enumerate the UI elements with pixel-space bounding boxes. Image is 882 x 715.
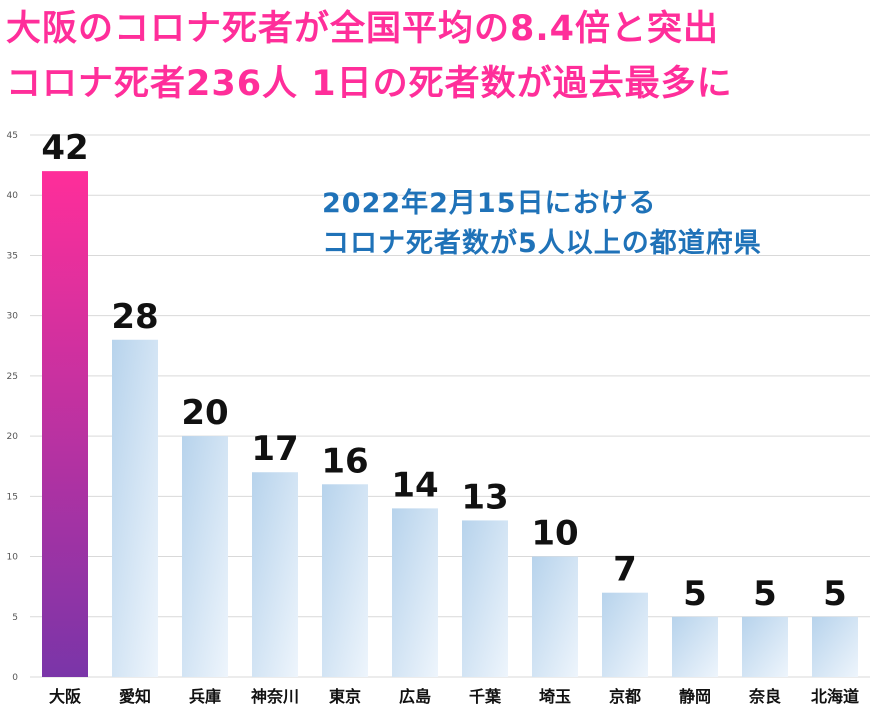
category-label: 大阪	[49, 687, 82, 706]
bar-0	[42, 171, 88, 677]
bar-10	[742, 616, 788, 677]
data-label: 20	[181, 393, 228, 433]
data-label: 42	[41, 128, 88, 168]
bar-3	[252, 472, 298, 677]
bar-8	[602, 592, 648, 677]
bar-2	[182, 436, 228, 677]
bars	[42, 171, 858, 677]
category-label: 愛知	[119, 687, 151, 706]
y-tick-label: 30	[7, 312, 19, 322]
y-tick-label: 25	[7, 372, 18, 382]
y-tick-label: 40	[7, 191, 19, 201]
y-tick-label: 5	[12, 613, 18, 623]
y-tick-label: 15	[7, 492, 18, 502]
data-label: 28	[111, 297, 158, 337]
data-label: 5	[753, 574, 777, 614]
gridlines	[30, 134, 870, 678]
data-labels: 42 28 20 17 16 14 13 10 7 5 5 5	[41, 128, 847, 614]
category-label: 神奈川	[251, 687, 299, 706]
annotation-line-2: コロナ死者数が5人以上の都道府県	[322, 228, 762, 259]
data-label: 16	[321, 441, 368, 481]
category-label: 兵庫	[189, 687, 221, 706]
y-tick-label: 0	[12, 673, 18, 683]
category-label: 埼玉	[539, 687, 571, 706]
data-label: 13	[461, 477, 508, 517]
annotation-line-1: 2022年2月15日における	[322, 188, 657, 219]
category-label: 広島	[399, 687, 431, 706]
category-labels: 大阪 愛知 兵庫 神奈川 東京 広島 千葉 埼玉 京都 静岡 奈良 北海道	[49, 687, 859, 706]
bar-5	[392, 508, 438, 677]
bar-4	[322, 484, 368, 677]
bar-1	[112, 339, 158, 677]
data-label: 10	[531, 514, 578, 554]
y-tick-label: 35	[7, 251, 18, 261]
data-label: 7	[613, 550, 637, 590]
bar-6	[462, 520, 508, 677]
headline-line-1: 大阪のコロナ死者が全国平均の8.4倍と突出	[6, 9, 720, 49]
data-label: 5	[683, 574, 707, 614]
y-tick-label: 10	[7, 553, 19, 563]
category-label: 東京	[329, 687, 361, 706]
category-label: 北海道	[811, 687, 859, 706]
category-label: 静岡	[679, 687, 711, 706]
bar-11	[812, 616, 858, 677]
data-label: 17	[251, 429, 298, 469]
data-label: 14	[391, 465, 438, 505]
category-label: 千葉	[469, 687, 502, 706]
bar-7	[532, 556, 578, 677]
category-label: 奈良	[748, 687, 781, 706]
data-label: 5	[823, 574, 847, 614]
bar-9	[672, 616, 718, 677]
y-tick-label: 20	[7, 432, 19, 442]
category-label: 京都	[609, 687, 641, 706]
headline-line-2: コロナ死者236人 1日の死者数が過去最多に	[6, 64, 733, 104]
y-tick-label: 45	[7, 131, 18, 141]
y-axis-ticks: 0 5 10 15 20 25 30 35 40 45	[7, 131, 19, 683]
